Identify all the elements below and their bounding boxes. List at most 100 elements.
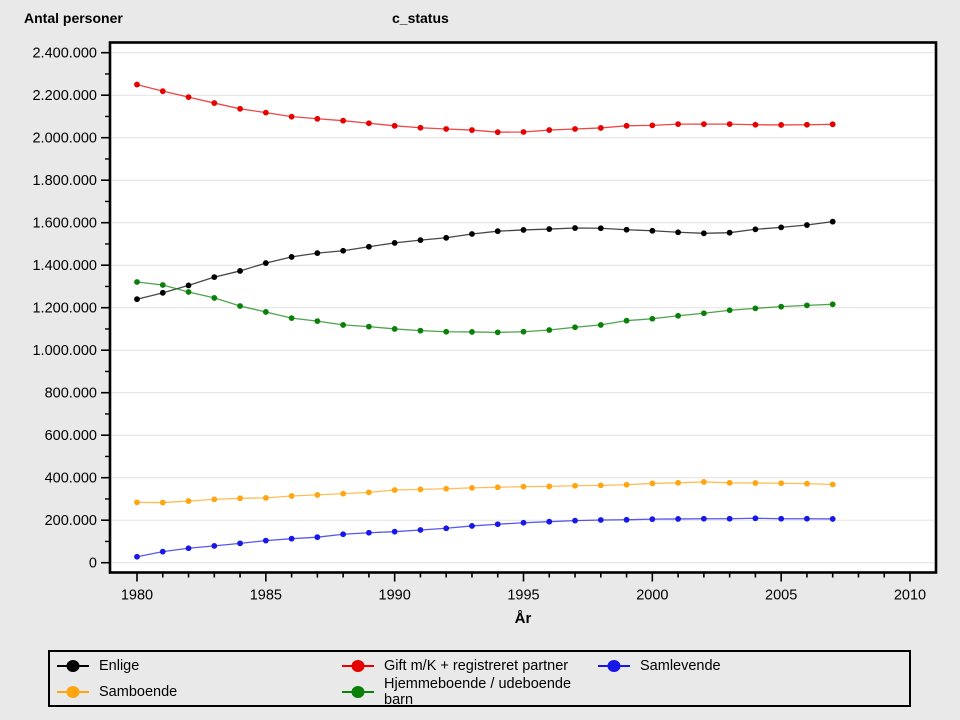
data-point xyxy=(649,227,656,234)
data-point xyxy=(314,492,321,498)
series-line xyxy=(136,83,833,133)
y-tick-label: 2.400.000 xyxy=(32,46,97,62)
data-point xyxy=(675,312,681,319)
data-point xyxy=(520,328,527,335)
data-point xyxy=(778,480,785,487)
data-point xyxy=(417,327,424,334)
data-point xyxy=(185,94,192,101)
data-point xyxy=(597,225,604,232)
data-point xyxy=(623,516,630,523)
data-point xyxy=(288,493,295,499)
data-point xyxy=(417,124,424,131)
data-point xyxy=(417,486,424,493)
data-point xyxy=(494,228,501,235)
x-tick-label: 2000 xyxy=(636,588,668,604)
y-tick-label: 800.000 xyxy=(45,386,97,402)
data-point xyxy=(391,487,398,493)
series-marker-icon xyxy=(598,659,630,673)
data-point xyxy=(752,226,759,233)
legend-item-samboende: Samboende xyxy=(57,679,342,704)
series-line xyxy=(136,281,833,334)
data-point xyxy=(262,309,269,315)
data-point xyxy=(391,326,398,332)
legend-label: Samlevende xyxy=(640,657,721,674)
data-point xyxy=(159,499,166,506)
data-point xyxy=(443,525,450,532)
y-tick-label: 1.400.000 xyxy=(32,258,97,274)
series-gift-m-k-registreret-partner xyxy=(134,81,836,136)
y-tick-label: 0 xyxy=(89,556,97,572)
data-point xyxy=(211,100,218,106)
data-point xyxy=(649,315,656,322)
data-point xyxy=(134,499,140,506)
data-point xyxy=(572,225,578,231)
data-point xyxy=(366,243,372,250)
series-marker-icon xyxy=(342,659,374,673)
data-point xyxy=(726,121,733,127)
data-point xyxy=(469,329,475,335)
data-point xyxy=(443,328,450,335)
data-point xyxy=(546,518,553,525)
data-point xyxy=(675,516,681,522)
data-point xyxy=(520,483,527,490)
data-point xyxy=(262,109,269,116)
data-point xyxy=(572,482,578,489)
data-point xyxy=(829,121,836,128)
data-point xyxy=(804,222,810,228)
data-point xyxy=(262,260,269,266)
data-point xyxy=(443,485,450,492)
data-point xyxy=(572,126,578,132)
data-point xyxy=(288,535,295,542)
data-point xyxy=(494,521,501,528)
data-point xyxy=(340,531,347,538)
series-line xyxy=(136,220,833,300)
data-point xyxy=(366,323,372,330)
data-point xyxy=(211,274,218,280)
data-point xyxy=(829,218,836,225)
data-point xyxy=(443,126,450,132)
data-point xyxy=(134,296,140,303)
data-point xyxy=(134,81,140,88)
data-point xyxy=(211,295,218,301)
data-point xyxy=(597,517,604,523)
data-point xyxy=(597,125,604,131)
x-axis-label: År xyxy=(514,610,532,627)
plot-area: 0 200.000 400.000 600.000 800.000 1.000.000 1.… xyxy=(32,41,938,604)
data-point xyxy=(417,237,424,244)
data-point xyxy=(469,523,475,529)
x-axis-ticks: 1980 1985 1990 1995 2000 2005 2010 xyxy=(121,572,926,604)
data-point xyxy=(726,229,733,236)
legend-item-hjemmeboende: Hjemmeboende / udeboende barn xyxy=(342,676,598,708)
data-point xyxy=(288,113,295,120)
series-marker-icon xyxy=(342,685,374,699)
data-point xyxy=(366,489,372,496)
data-point xyxy=(546,483,553,490)
data-point xyxy=(391,122,398,129)
data-point xyxy=(134,553,140,560)
legend: Enlige Gift m/K + registreret partner Sa… xyxy=(48,650,911,708)
x-tick-label: 1985 xyxy=(250,588,282,604)
data-point xyxy=(185,282,192,289)
legend-item-gift: Gift m/K + registreret partner xyxy=(342,653,598,678)
data-point xyxy=(211,496,218,503)
data-point xyxy=(417,527,424,533)
data-point xyxy=(237,105,243,112)
data-point xyxy=(804,121,810,128)
data-point xyxy=(726,515,733,522)
data-point xyxy=(752,515,759,522)
data-point xyxy=(778,122,785,128)
x-tick-label: 1980 xyxy=(121,588,153,604)
data-point xyxy=(340,490,347,497)
data-point xyxy=(572,324,578,331)
data-point xyxy=(314,250,321,256)
y-tick-label: 200.000 xyxy=(45,513,97,529)
data-point xyxy=(314,318,321,324)
data-point xyxy=(262,494,269,501)
data-point xyxy=(366,529,372,536)
y-tick-label: 2.000.000 xyxy=(32,131,97,147)
data-point xyxy=(829,481,836,488)
data-point xyxy=(134,279,140,285)
data-point xyxy=(675,121,681,127)
data-point xyxy=(494,484,501,491)
